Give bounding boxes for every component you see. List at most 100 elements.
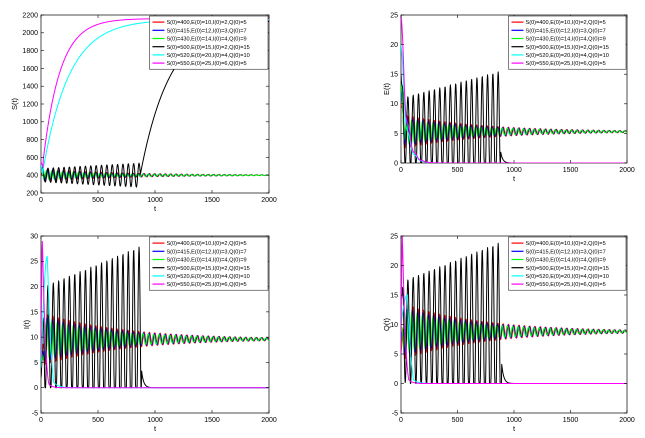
x-tick-label: 1500	[563, 417, 579, 424]
x-axis-label: t	[513, 174, 516, 183]
legend-entry-1: S(0)=400,E(0)=10,I(0)=2,Q(0)=5	[166, 241, 246, 247]
series-line-6	[401, 15, 627, 163]
y-tick-label: 1000	[22, 119, 38, 126]
legend-entry-6: S(0)=550,E(0)=25,I(0)=6,Q(0)=5	[166, 61, 246, 67]
legend-entry-2: S(0)=415,E(0)=12,I(0)=3,Q(0)=7	[525, 28, 605, 34]
legend: S(0)=400,E(0)=10,I(0)=2,Q(0)=5 S(0)=415,E…	[508, 15, 627, 70]
legend-entry-5: S(0)=520,E(0)=20,I(0)=4,Q(0)=10	[525, 53, 608, 59]
y-tick-label: 200	[26, 190, 38, 197]
legend-box	[149, 236, 269, 291]
legend-entry-2: S(0)=415,E(0)=12,I(0)=3,Q(0)=7	[525, 249, 605, 255]
chart-e-t: 0 500 1000 1500 2000 0 5 10 15 20 25 t E(t) S(0)=400,…	[382, 12, 635, 183]
series-group	[401, 236, 627, 384]
legend-entry-1: S(0)=400,E(0)=10,I(0)=2,Q(0)=5	[525, 241, 605, 247]
legend-entry-1: S(0)=400,E(0)=10,I(0)=2,Q(0)=5	[525, 20, 605, 26]
legend-entry-3: S(0)=430,E(0)=14,I(0)=4,Q(0)=9	[166, 258, 246, 264]
legend-box	[508, 15, 627, 70]
y-tick-label: 15	[390, 72, 398, 79]
x-tick-label: 0	[399, 167, 403, 174]
legend-entry-5: S(0)=520,E(0)=20,I(0)=4,Q(0)=10	[525, 274, 608, 280]
legend-entry-2: S(0)=415,E(0)=12,I(0)=3,Q(0)=7	[166, 28, 246, 34]
y-tick-label: -5	[392, 410, 398, 417]
x-tick-label: 2000	[261, 417, 277, 424]
y-tick-label: 15	[390, 292, 398, 299]
y-tick-label: 15	[30, 309, 38, 316]
x-tick-label: 0	[39, 417, 43, 424]
x-tick-label: 500	[92, 197, 104, 204]
x-tick-label: 2000	[619, 167, 635, 174]
y-tick-label: 1200	[22, 101, 38, 108]
legend-entry-6: S(0)=550,E(0)=25,I(0)=6,Q(0)=5	[525, 61, 605, 67]
legend-box	[508, 236, 627, 291]
x-tick-label: 1000	[506, 167, 522, 174]
y-tick-label: 0	[34, 385, 38, 392]
y-tick-label: 5	[34, 360, 38, 367]
legend-entry-4: S(0)=500,E(0)=15,I(0)=2,Q(0)=15	[525, 266, 608, 272]
y-tick-label: 0	[394, 381, 398, 388]
x-tick-label: 0	[39, 197, 43, 204]
legend-entry-4: S(0)=500,E(0)=15,I(0)=2,Q(0)=15	[525, 45, 608, 51]
y-tick-label: 30	[30, 233, 38, 240]
series-group	[41, 240, 269, 389]
x-tick-label: 0	[399, 417, 403, 424]
y-tick-label: 25	[30, 259, 38, 266]
x-axis-label: t	[154, 204, 157, 213]
x-tick-label: 1500	[204, 197, 220, 204]
x-axis-label: t	[513, 424, 516, 433]
y-tick-label: 25	[390, 233, 398, 240]
legend: S(0)=400,E(0)=10,I(0)=2,Q(0)=5 S(0)=415,E…	[149, 15, 269, 70]
legend-entry-6: S(0)=550,E(0)=25,I(0)=6,Q(0)=5	[166, 282, 246, 288]
chart-s-t: 0 500 1000 1500 2000 200 400 600 800 1000 1200 1400…	[10, 12, 277, 213]
y-tick-label: 2200	[22, 12, 38, 19]
y-tick-label: 1600	[22, 66, 38, 73]
y-axis-label: Q(t)	[382, 318, 391, 331]
legend-entry-4: S(0)=500,E(0)=15,I(0)=2,Q(0)=15	[166, 45, 249, 51]
y-tick-label: 0	[394, 160, 398, 167]
series-line-6	[401, 236, 627, 384]
series-line-6	[41, 240, 269, 389]
x-tick-label: 500	[452, 417, 464, 424]
x-axis-label: t	[154, 424, 157, 433]
y-tick-label: 400	[26, 173, 38, 180]
y-tick-label: 25	[390, 12, 398, 19]
x-tick-label: 1500	[204, 417, 220, 424]
chart-q-t: 0 500 1000 1500 2000-50510152025tQ(t)S(0)=40…	[382, 233, 635, 433]
x-tick-label: 2000	[261, 197, 277, 204]
y-tick-label: 800	[26, 137, 38, 144]
y-tick-label: 10	[390, 322, 398, 329]
y-axis-label: E(t)	[382, 82, 391, 95]
x-tick-label: 1500	[563, 167, 579, 174]
y-axis-label: S(t)	[10, 97, 19, 110]
legend-entry-1: S(0)=400,E(0)=10,I(0)=2,Q(0)=5	[166, 20, 246, 26]
legend-entry-5: S(0)=520,E(0)=20,I(0)=4,Q(0)=10	[166, 274, 249, 280]
legend-box	[149, 15, 269, 70]
legend-entry-3: S(0)=430,E(0)=14,I(0)=4,Q(0)=9	[525, 37, 605, 43]
x-tick-label: 1000	[506, 417, 522, 424]
x-tick-label: 1000	[147, 417, 163, 424]
legend-entry-3: S(0)=430,E(0)=14,I(0)=4,Q(0)=9	[166, 37, 246, 43]
y-tick-label: 600	[26, 155, 38, 162]
x-tick-label: 500	[92, 417, 104, 424]
y-tick-label: 10	[30, 335, 38, 342]
legend: S(0)=400,E(0)=10,I(0)=2,Q(0)=5 S(0)=415,E…	[508, 236, 627, 291]
legend-entry-6: S(0)=550,E(0)=25,I(0)=6,Q(0)=5	[525, 282, 605, 288]
legend: S(0)=400,E(0)=10,I(0)=2,Q(0)=5 S(0)=415,E…	[149, 236, 269, 291]
legend-entry-3: S(0)=430,E(0)=14,I(0)=4,Q(0)=9	[525, 258, 605, 264]
y-tick-label: 20	[390, 263, 398, 270]
chart-i-t: 0 500 1000 1500 2000-5051015202530tI(t)S(0)=…	[22, 233, 277, 433]
legend-entry-4: S(0)=500,E(0)=15,I(0)=2,Q(0)=15	[166, 266, 249, 272]
y-axis-label: I(t)	[22, 319, 31, 329]
x-tick-label: 500	[452, 167, 464, 174]
y-tick-label: 1400	[22, 84, 38, 91]
y-tick-label: 10	[390, 101, 398, 108]
y-tick-label: 5	[394, 351, 398, 358]
y-tick-label: -5	[32, 410, 38, 417]
legend-entry-2: S(0)=415,E(0)=12,I(0)=3,Q(0)=7	[166, 249, 246, 255]
y-tick-label: 1800	[22, 48, 38, 55]
y-tick-label: 2000	[22, 30, 38, 37]
y-tick-label: 20	[390, 42, 398, 49]
legend-entry-5: S(0)=520,E(0)=20,I(0)=4,Q(0)=10	[166, 53, 249, 59]
x-tick-label: 2000	[619, 417, 635, 424]
